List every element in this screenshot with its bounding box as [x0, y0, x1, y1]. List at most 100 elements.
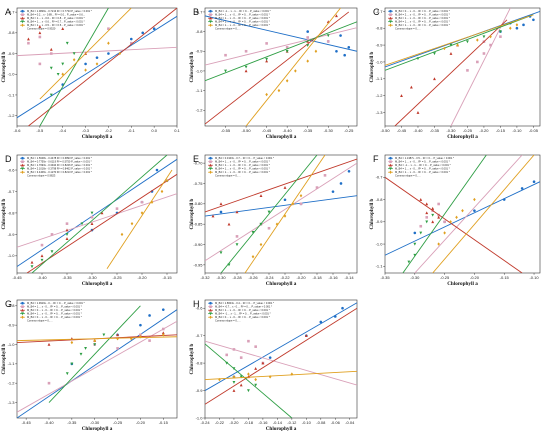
x-tick-label: -0.4 — [59, 128, 67, 133]
data-point — [294, 69, 297, 73]
y-tick-label: -0.7 — [376, 9, 384, 14]
y-tick-label: -1.1 — [376, 76, 384, 81]
x-tick-label: -0.15 — [162, 275, 172, 280]
x-tick-label: -0.40 — [44, 420, 54, 425]
regression-line-1 — [17, 309, 177, 418]
data-point — [90, 215, 94, 219]
plot-frame — [384, 7, 541, 127]
data-point — [118, 51, 122, 56]
data-point — [323, 174, 327, 177]
data-point — [107, 27, 110, 31]
legend: M_B4 = 0.... x - 0.... R² = 0.... P_valu… — [388, 9, 450, 31]
data-point — [502, 198, 506, 201]
x-tick-label: -0.35 — [62, 275, 72, 280]
data-point — [482, 52, 486, 55]
data-point — [107, 52, 110, 55]
legend-entry: M_B4 = 1.... x - 0.... R² = 0.... P_valu… — [215, 160, 270, 164]
data-point — [304, 334, 308, 337]
legend-marker — [209, 16, 212, 20]
data-point — [148, 339, 151, 342]
data-point — [232, 367, 236, 371]
series-layer — [17, 155, 177, 273]
data-point — [65, 233, 69, 236]
x-tick-label: -0.30 — [324, 128, 334, 133]
panel-label: B — [193, 7, 199, 17]
data-point — [49, 93, 53, 97]
data-point — [219, 202, 223, 206]
common-slope-label: Common slope = 0.9520 — [27, 27, 56, 31]
data-point — [219, 210, 223, 214]
data-point — [70, 340, 74, 345]
legend: M_B4 = 0.3103x - 0.7... R² = 0.... P_val… — [208, 156, 274, 178]
common-slope-label: Common slope = 0.9823 — [27, 174, 56, 178]
data-point — [100, 211, 104, 215]
y-tick-label: -1.0 — [8, 72, 16, 77]
y-tick-label: -0.7 — [196, 333, 204, 338]
panel-label: E — [193, 154, 199, 164]
data-point — [80, 222, 84, 226]
x-tick-label: -0.20 — [479, 128, 489, 133]
data-point — [431, 220, 435, 224]
legend-entry: M_B4 = -1.... x - 1.... R² = 0.... P_val… — [215, 312, 271, 316]
y-tick-label: -0.85 — [193, 222, 203, 227]
y-tick-label: -0.8 — [196, 29, 204, 34]
y-axis-label: Chlorophyll b — [1, 198, 7, 229]
data-point — [120, 232, 124, 237]
legend-entry: M_B4 = 1.... x - 0.... R² = 0.... P_valu… — [215, 23, 270, 27]
x-tick-label: -0.50 — [242, 128, 252, 133]
data-point — [129, 37, 133, 41]
data-point — [129, 336, 133, 341]
data-point — [70, 362, 74, 366]
data-point — [224, 53, 227, 57]
legend: M_B4 = 1.0826x - 0.7213 R² = 0.7733 P_va… — [20, 9, 92, 31]
y-tick-label: -0.70 — [193, 161, 203, 166]
legend-marker — [209, 9, 212, 13]
data-point — [431, 213, 435, 217]
x-tick-label: -0.45 — [262, 128, 272, 133]
data-point — [235, 210, 239, 214]
common-slope-label: Common slope = 0..... — [395, 174, 421, 178]
legend-marker — [389, 156, 392, 160]
legend-marker — [209, 301, 212, 305]
regression-line-5 — [106, 169, 173, 269]
legend-marker — [21, 160, 24, 163]
data-point — [326, 40, 330, 43]
data-point — [265, 57, 269, 61]
x-tick-label: -0.08 — [316, 420, 326, 425]
data-point — [239, 356, 243, 359]
data-point — [306, 30, 310, 33]
legend-marker — [21, 312, 24, 316]
y-axis-label: Chlorophyll b — [369, 198, 375, 229]
data-point — [26, 37, 30, 41]
data-point — [482, 35, 486, 39]
data-point — [466, 69, 469, 72]
series-layer — [205, 302, 357, 418]
panel-label: H — [193, 299, 200, 309]
y-tick-label: -0.7 — [196, 9, 204, 14]
legend-marker — [389, 167, 392, 171]
data-point — [425, 220, 429, 224]
regression-line-2 — [205, 27, 357, 66]
regression-line-4 — [48, 305, 141, 403]
series-layer — [17, 305, 177, 418]
x-tick-label: 0.0 — [151, 128, 157, 133]
data-point — [299, 193, 303, 198]
x-axis-label: Chlorophyll a — [266, 134, 297, 140]
data-point — [247, 339, 250, 343]
x-tick-label: -0.25 — [344, 128, 354, 133]
y-tick-label: -1.0 — [376, 241, 384, 246]
data-point — [38, 25, 42, 28]
regression-line-5 — [432, 155, 535, 273]
legend-entry: M_B4 = 1.... x - 0.... R² = 0.... P_valu… — [395, 20, 450, 24]
data-point — [65, 222, 69, 225]
data-point — [251, 255, 255, 259]
data-point — [413, 253, 417, 257]
series-layer — [205, 155, 357, 273]
y-tick-label: -1.1 — [8, 361, 16, 366]
data-point — [40, 254, 44, 258]
data-point — [244, 65, 248, 69]
x-tick-label: -0.24 — [264, 275, 274, 280]
data-point — [449, 220, 452, 224]
data-point — [489, 43, 492, 47]
x-tick-label: -0.24 — [200, 420, 210, 425]
